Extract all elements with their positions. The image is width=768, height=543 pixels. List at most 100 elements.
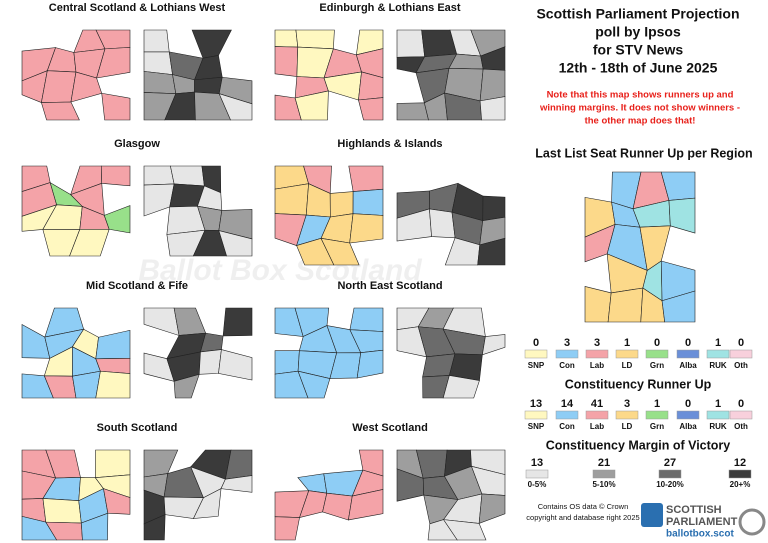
map-area xyxy=(143,51,173,75)
region-title: Mid Scotland & Fife xyxy=(86,280,188,292)
map-area xyxy=(218,93,253,121)
legend-count: 13 xyxy=(530,398,542,410)
map-area xyxy=(143,29,170,53)
legend-count: 3 xyxy=(594,337,600,349)
legend-count: 27 xyxy=(664,457,676,469)
map-area xyxy=(218,230,253,257)
legend-label: 0-5% xyxy=(528,480,547,489)
logo-icon xyxy=(641,503,663,527)
logo-text: SCOTTISH xyxy=(666,504,722,516)
map-area xyxy=(477,237,506,266)
map-area xyxy=(479,96,506,121)
map-area xyxy=(274,516,300,541)
legend-count: 3 xyxy=(564,337,570,349)
section-title: Last List Seat Runner Up per Region xyxy=(535,146,752,160)
legend-label: Alba xyxy=(679,361,697,370)
legend-label: Alba xyxy=(679,422,697,431)
map-area xyxy=(194,76,223,95)
legend-count: 0 xyxy=(685,398,691,410)
section-title: Constituency Margin of Victory xyxy=(546,438,731,452)
region-title: Glasgow xyxy=(114,138,160,150)
map-area xyxy=(482,195,506,222)
map-area xyxy=(143,165,175,186)
legend-label: Grn xyxy=(650,422,664,431)
legend-label: 5-10% xyxy=(592,480,615,489)
legend-swatch xyxy=(645,349,669,359)
map-area xyxy=(668,197,696,234)
legend-label: Con xyxy=(559,361,575,370)
map-area xyxy=(95,370,131,399)
legend-swatch xyxy=(676,349,700,359)
legend-label: LD xyxy=(622,422,633,431)
legend-swatch xyxy=(524,349,548,359)
map-area xyxy=(143,71,177,94)
map-area xyxy=(274,350,300,375)
legend-label: LD xyxy=(622,361,633,370)
map-area xyxy=(95,449,131,478)
legend-count: 1 xyxy=(624,337,630,349)
legend-swatch xyxy=(729,410,753,420)
map-area xyxy=(170,165,205,187)
map-area xyxy=(358,97,384,121)
map-area xyxy=(103,205,131,234)
legend-label: SNP xyxy=(528,422,545,431)
legend-count: 1 xyxy=(654,398,660,410)
legend-count: 41 xyxy=(591,398,603,410)
region-title: Edinburgh & Lothians East xyxy=(319,2,461,14)
legend-label: Grn xyxy=(650,361,664,370)
logo-ring xyxy=(738,508,766,536)
logo-text: ballotbox.scot xyxy=(666,529,734,540)
map-area xyxy=(220,475,253,493)
map-area xyxy=(294,90,329,121)
legend-count: 21 xyxy=(598,457,610,469)
legend-swatch xyxy=(615,410,639,420)
legend-label: Oth xyxy=(734,361,748,370)
map-area xyxy=(192,488,222,519)
legend-swatch xyxy=(555,349,579,359)
legend-label: Lab xyxy=(590,422,604,431)
legend-count: 0 xyxy=(738,398,744,410)
map-area xyxy=(274,29,299,48)
map-area xyxy=(348,165,384,192)
map-area xyxy=(69,228,110,257)
map-area xyxy=(396,29,426,58)
map-area xyxy=(274,183,309,216)
map-area xyxy=(40,101,80,121)
map-area xyxy=(349,307,384,332)
legend-count: 1 xyxy=(715,398,721,410)
logo-text: PARLIAMENT xyxy=(666,516,738,528)
legend-swatch xyxy=(555,410,579,420)
map-area xyxy=(274,46,299,77)
legend-swatch xyxy=(615,349,639,359)
logo: SCOTTISH PARLIAMENT ballotbox.scot xyxy=(641,503,766,540)
header-line: for STV News xyxy=(593,42,683,58)
legend-swatch xyxy=(658,469,682,479)
legend-swatch xyxy=(728,469,752,479)
map-area xyxy=(584,286,612,323)
legend-label: RUK xyxy=(709,422,727,431)
region-title: West Scotland xyxy=(352,422,428,434)
footer: copyright and database right 2025 xyxy=(526,513,639,522)
legend-label: Con xyxy=(559,422,575,431)
legend-label: 20+% xyxy=(730,480,751,489)
legend-label: Lab xyxy=(590,361,604,370)
legend-count: 14 xyxy=(561,398,574,410)
legend-count: 0 xyxy=(685,337,691,349)
legend-label: RUK xyxy=(709,361,727,370)
header-line: 12th - 18th of June 2025 xyxy=(559,60,718,76)
map-area xyxy=(42,498,82,524)
legend-swatch xyxy=(645,410,669,420)
map-area xyxy=(348,489,384,521)
region-title: Central Scotland & Lothians West xyxy=(49,2,226,14)
map-area xyxy=(429,208,456,239)
map-area xyxy=(481,334,506,356)
watermark: Ballot Box Scotland xyxy=(138,254,422,287)
legend-label: 10-20% xyxy=(656,480,684,489)
map-area xyxy=(222,307,253,337)
legend-count: 0 xyxy=(533,337,539,349)
map-area xyxy=(295,29,335,50)
region-title: North East Scotland xyxy=(337,280,442,292)
section-title: Constituency Runner Up xyxy=(565,377,712,391)
legend-count: 0 xyxy=(738,337,744,349)
